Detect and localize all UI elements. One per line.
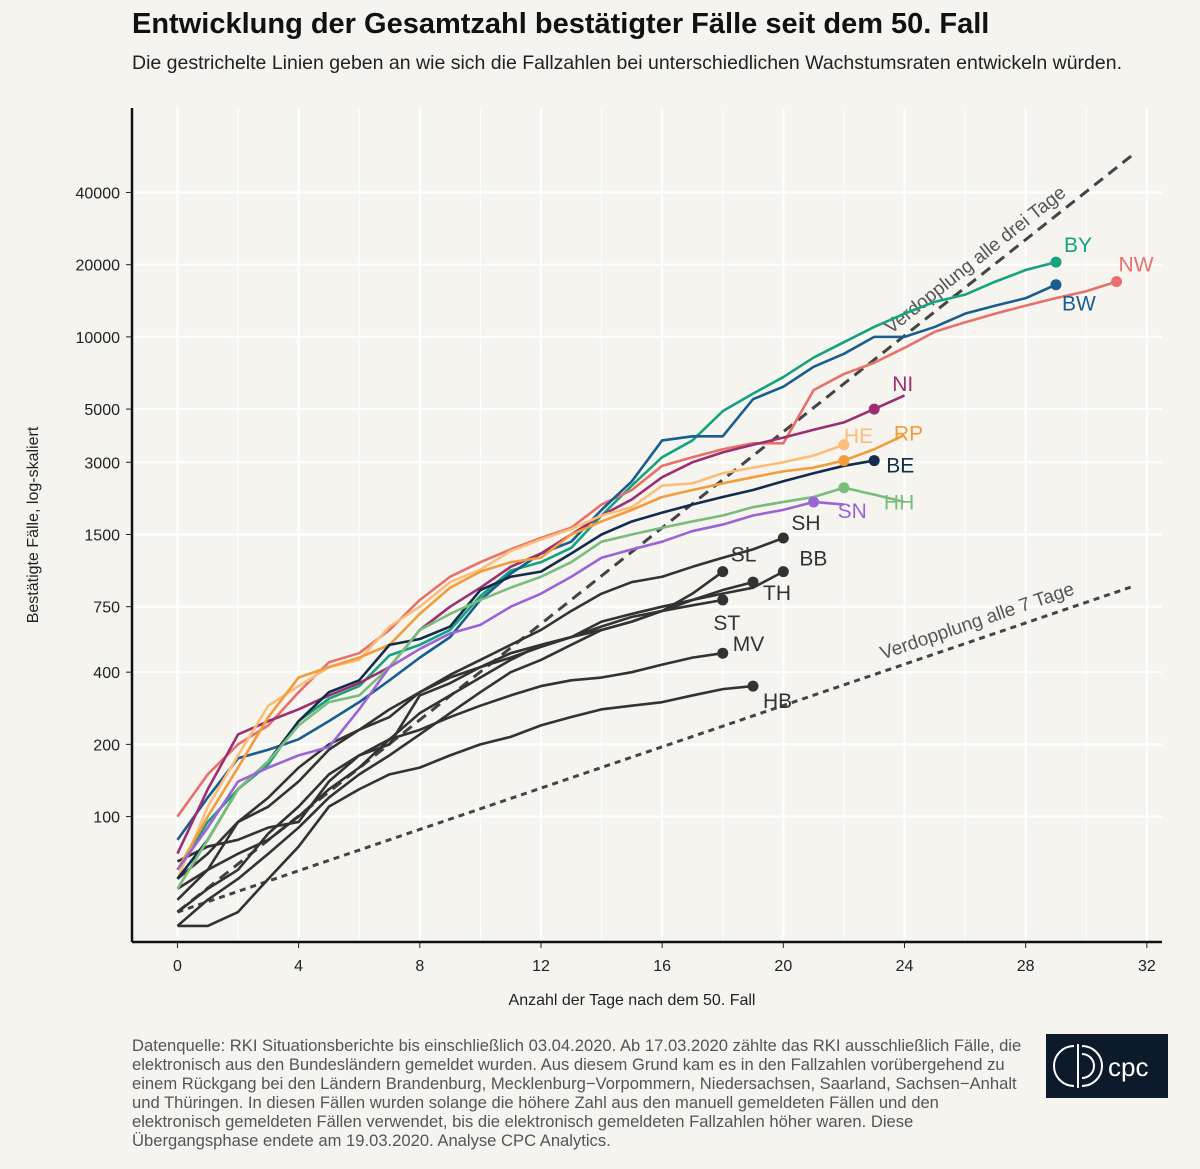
x-tick-label: 8 xyxy=(415,958,424,975)
end-marker xyxy=(808,496,820,508)
series-line xyxy=(177,684,754,928)
end-label: SH xyxy=(791,512,820,535)
end-marker xyxy=(838,439,850,451)
series-lines xyxy=(176,260,1117,928)
series-line xyxy=(176,570,784,927)
end-label: BE xyxy=(886,455,914,478)
end-marker xyxy=(838,455,850,467)
end-label: ST xyxy=(713,612,740,635)
x-tick-label: 0 xyxy=(173,958,182,975)
y-tick-label: 10000 xyxy=(76,330,121,347)
x-tick-label: 28 xyxy=(1017,958,1035,975)
source-note: Datenquelle: RKI Situationsberichte bis … xyxy=(132,1036,1022,1150)
end-marker xyxy=(868,455,880,467)
y-tick-label: 400 xyxy=(93,665,120,682)
end-label: MV xyxy=(733,633,765,656)
cpc-logo-mark: cpc xyxy=(1053,1044,1148,1088)
reference-line xyxy=(176,585,1133,914)
end-label: HB xyxy=(763,690,792,713)
end-label: NW xyxy=(1119,254,1154,277)
end-marker xyxy=(868,403,880,415)
y-tick-label: 200 xyxy=(93,737,120,754)
end-label: BW xyxy=(1062,293,1096,316)
x-tick-label: 16 xyxy=(653,958,671,975)
series-line xyxy=(176,394,906,855)
x-tick-label: 24 xyxy=(896,958,914,975)
end-label: NI xyxy=(892,373,913,396)
y-tick-label: 20000 xyxy=(76,258,121,275)
series-line xyxy=(176,433,906,871)
series-line xyxy=(176,280,1117,818)
series-line xyxy=(176,598,723,890)
end-marker xyxy=(747,680,759,692)
end-marker xyxy=(1050,256,1062,268)
end-label: BB xyxy=(799,548,827,571)
end-marker xyxy=(838,482,850,494)
end-marker xyxy=(1050,279,1062,291)
end-marker xyxy=(777,566,789,578)
reference-line xyxy=(176,154,1133,914)
end-label: HH xyxy=(884,492,914,515)
y-tick-label: 1500 xyxy=(84,527,120,544)
series-line xyxy=(176,570,724,901)
series-line xyxy=(176,536,784,880)
y-tick-label: 100 xyxy=(93,810,120,827)
end-label: RP xyxy=(894,423,923,446)
x-tick-label: 32 xyxy=(1138,958,1156,975)
end-label: TH xyxy=(763,582,791,605)
axes: 0 4 8 12 16 20 24 28 32 100 200 400 750 1500 3000 5000 1… xyxy=(25,108,1162,1009)
chart-subtitle: Die gestrichelte Linien geben an wie sic… xyxy=(132,52,1122,74)
y-axis-title: Bestätigte Fälle, log-skaliert xyxy=(25,426,42,623)
series-line xyxy=(176,486,905,890)
chart-title: Entwicklung der Gesamtzahl bestätigter F… xyxy=(132,8,990,40)
cpc-logo: cpc xyxy=(1046,1034,1168,1098)
y-tick-label: 5000 xyxy=(84,402,120,419)
grid xyxy=(132,108,1162,942)
x-tick-label: 12 xyxy=(532,958,550,975)
series-line xyxy=(176,651,723,863)
end-marker xyxy=(777,532,789,544)
end-label: HE xyxy=(844,425,873,448)
y-tick-label: 40000 xyxy=(76,185,121,202)
y-tick-label: 750 xyxy=(93,600,120,617)
series-line xyxy=(176,500,845,871)
end-marker xyxy=(717,566,729,578)
y-tick-label: 3000 xyxy=(84,455,120,472)
x-axis-title: Anzahl der Tage nach dem 50. Fall xyxy=(509,992,756,1009)
reference-line-label: Verdopplung alle drei Tage xyxy=(881,182,1070,338)
end-marker xyxy=(717,647,729,659)
end-label: BY xyxy=(1064,234,1092,257)
series-line xyxy=(176,283,1057,841)
svg-text:cpc: cpc xyxy=(1108,1052,1148,1082)
reference-line-label: Verdopplung alle 7 Tage xyxy=(878,579,1077,665)
end-label: SL xyxy=(731,544,757,567)
end-label: SN xyxy=(838,500,867,523)
end-marker xyxy=(1111,276,1123,288)
end-marker xyxy=(747,576,759,588)
x-tick-label: 20 xyxy=(774,958,792,975)
end-marker xyxy=(717,594,729,606)
line-chart: Verdopplung alle drei Tage Verdopplung al… xyxy=(25,108,1162,1009)
series-line xyxy=(176,580,754,914)
x-tick-label: 4 xyxy=(294,958,303,975)
series-line xyxy=(176,459,875,880)
series-line xyxy=(176,260,1057,871)
